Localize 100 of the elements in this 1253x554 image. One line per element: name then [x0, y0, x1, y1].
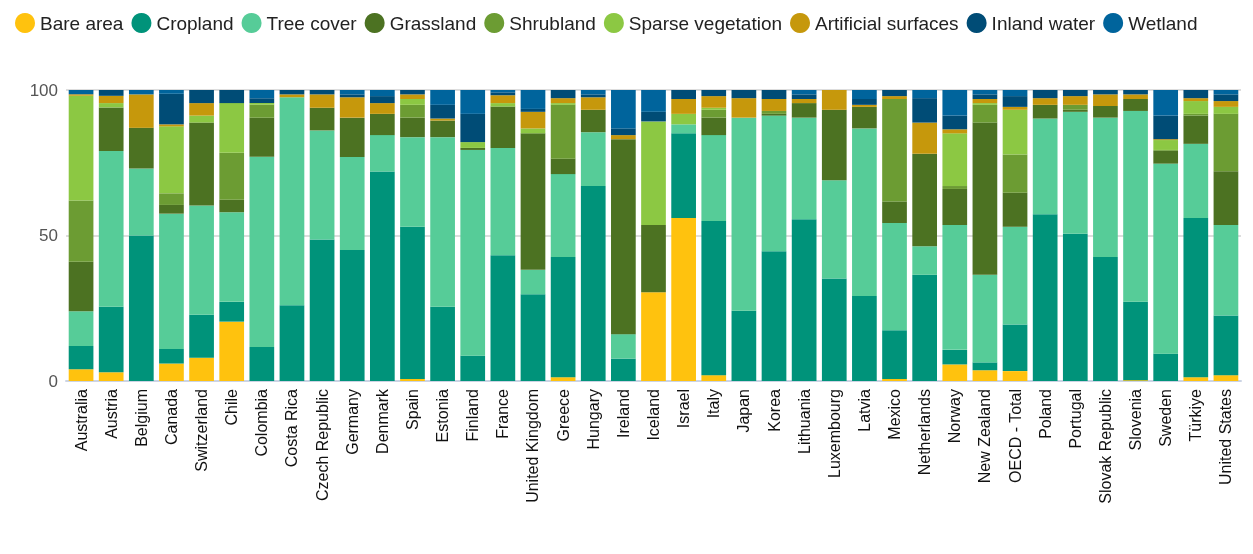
bar	[882, 378, 907, 381]
bar	[942, 90, 968, 116]
bar	[249, 90, 275, 99]
x-tick-label: Estonia	[434, 388, 452, 443]
bar	[520, 294, 546, 381]
legend-label: Grassland	[389, 12, 477, 34]
bar	[520, 90, 546, 109]
bar	[942, 115, 968, 130]
bar	[309, 94, 335, 108]
bar	[68, 346, 94, 370]
bar	[128, 94, 154, 128]
bar	[98, 90, 124, 96]
bar	[882, 222, 907, 331]
x-tick-label: Portugal	[1066, 389, 1084, 449]
bar	[1213, 315, 1239, 376]
bar	[249, 117, 275, 157]
bar	[490, 255, 516, 381]
bar	[460, 149, 486, 356]
bar	[159, 204, 184, 214]
bar	[852, 99, 877, 105]
bar	[128, 168, 154, 236]
legend-label: Cropland	[156, 12, 234, 34]
bar	[460, 90, 486, 114]
x-tick-label: Poland	[1036, 389, 1054, 439]
x-tick-label: Ireland	[614, 389, 632, 438]
bar	[1153, 140, 1179, 150]
x-tick-label: Mexico	[886, 388, 904, 440]
bar	[942, 188, 968, 226]
bar	[219, 199, 245, 213]
x-tick-label: Hungary	[584, 389, 602, 450]
bar	[490, 95, 516, 104]
bar	[972, 104, 998, 123]
bar	[430, 306, 455, 381]
bar	[580, 94, 606, 98]
bar	[460, 355, 486, 381]
x-tick-label: United Kingdom	[524, 389, 542, 503]
x-tick-label: Israel	[675, 389, 693, 429]
bar	[159, 90, 184, 94]
bar	[219, 321, 245, 381]
bar	[1032, 104, 1058, 119]
bar	[309, 130, 335, 240]
bar	[400, 99, 425, 105]
bar	[98, 103, 124, 108]
bar	[972, 274, 998, 363]
bar	[972, 94, 998, 100]
bar	[1183, 377, 1209, 381]
bar	[972, 370, 998, 381]
bar	[701, 135, 727, 221]
bar	[520, 133, 546, 270]
bar	[611, 139, 636, 335]
bar	[882, 99, 907, 202]
bar	[580, 132, 606, 187]
bar	[520, 128, 546, 134]
x-tick-label: Luxembourg	[825, 389, 843, 478]
bar	[852, 104, 877, 107]
bar	[821, 180, 847, 279]
bar	[580, 186, 606, 381]
bar	[1032, 118, 1058, 215]
bar	[611, 358, 636, 381]
bar	[821, 278, 847, 381]
x-tick-label: Italy	[705, 389, 723, 419]
bar	[611, 135, 636, 140]
bar	[400, 94, 425, 100]
bar	[460, 113, 486, 143]
bar	[430, 120, 455, 138]
bar	[731, 117, 757, 311]
bar	[761, 251, 787, 381]
x-tick-label: Belgium	[132, 389, 150, 447]
bar	[611, 334, 636, 359]
bar	[98, 107, 124, 152]
legend-label: Tree cover	[266, 12, 358, 34]
bar	[972, 362, 998, 371]
x-tick-label: Sweden	[1157, 389, 1175, 447]
x-tick-label: Türkiye	[1187, 388, 1205, 442]
bar	[701, 96, 727, 108]
bar	[1213, 171, 1239, 226]
bar	[1123, 110, 1148, 302]
bar	[430, 118, 455, 121]
bar	[641, 90, 666, 112]
bar	[671, 99, 696, 114]
y-tick-label: 0	[48, 371, 58, 391]
bar	[1153, 163, 1179, 354]
bar	[852, 106, 877, 129]
bar	[791, 219, 817, 381]
bar	[1153, 353, 1179, 381]
bar	[460, 147, 486, 150]
x-tick-label: Netherlands	[916, 389, 934, 476]
bar	[369, 103, 395, 114]
bar	[852, 90, 877, 100]
bar	[339, 97, 365, 118]
x-tick-label: France	[494, 388, 512, 439]
x-tick-label: Denmark	[373, 388, 391, 454]
bar	[1032, 214, 1058, 381]
bar	[912, 153, 938, 247]
bar	[1093, 106, 1118, 118]
bar	[701, 375, 727, 381]
bar	[490, 103, 516, 107]
x-tick-label: Czech Republic	[313, 389, 331, 502]
bar	[550, 104, 576, 159]
legend-label: Shrubland	[509, 12, 596, 34]
